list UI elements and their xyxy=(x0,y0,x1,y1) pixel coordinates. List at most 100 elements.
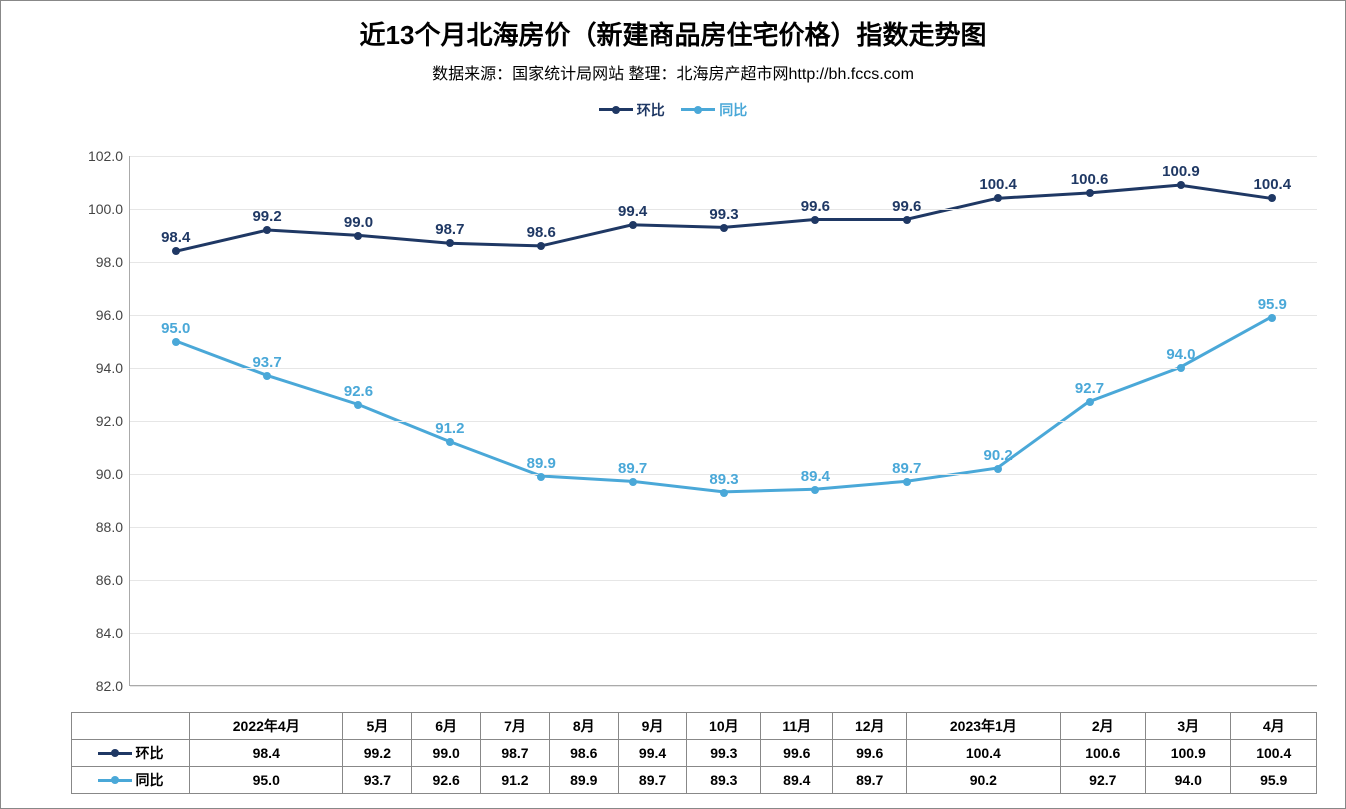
data-label: 98.7 xyxy=(435,221,464,238)
gridline xyxy=(130,527,1317,528)
data-marker xyxy=(537,473,545,481)
data-marker xyxy=(263,372,271,380)
data-marker xyxy=(354,232,362,240)
table-value-cell: 100.4 xyxy=(1231,740,1317,767)
table-series-head: 环比 xyxy=(72,740,190,767)
chart-area: 82.084.086.088.090.092.094.096.098.0100.… xyxy=(71,156,1317,686)
table-category-cell: 9月 xyxy=(618,713,687,740)
data-marker xyxy=(994,194,1002,202)
table-value-cell: 91.2 xyxy=(481,767,550,794)
data-marker xyxy=(811,486,819,494)
table-value-cell: 89.4 xyxy=(761,767,833,794)
table-value-cell: 99.6 xyxy=(761,740,833,767)
gridline xyxy=(130,262,1317,263)
data-label: 89.9 xyxy=(527,455,556,472)
y-tick-label: 96.0 xyxy=(71,307,123,323)
data-marker xyxy=(1177,181,1185,189)
table-value-cell: 98.7 xyxy=(481,740,550,767)
data-label: 100.9 xyxy=(1162,163,1200,180)
table-value-cell: 99.6 xyxy=(833,740,907,767)
data-marker xyxy=(1086,189,1094,197)
chart-title: 近13个月北海房价（新建商品房住宅价格）指数走势图 xyxy=(1,1,1345,52)
y-tick-label: 100.0 xyxy=(71,201,123,217)
data-marker xyxy=(446,239,454,247)
table-header-row: 2022年4月5月6月7月8月9月10月11月12月2023年1月2月3月4月 xyxy=(72,713,1317,740)
data-table: 2022年4月5月6月7月8月9月10月11月12月2023年1月2月3月4月 … xyxy=(71,712,1317,794)
table-value-cell: 95.9 xyxy=(1231,767,1317,794)
y-tick-label: 86.0 xyxy=(71,572,123,588)
table-category-cell: 7月 xyxy=(481,713,550,740)
data-label: 99.6 xyxy=(801,198,830,215)
table-value-cell: 98.6 xyxy=(549,740,618,767)
gridline xyxy=(130,633,1317,634)
chart-subtitle: 数据来源：国家统计局网站 整理：北海房产超市网http://bh.fccs.co… xyxy=(1,60,1345,84)
gridline xyxy=(130,580,1317,581)
table-category-cell: 11月 xyxy=(761,713,833,740)
table-category-cell: 5月 xyxy=(343,713,412,740)
table-value-cell: 89.3 xyxy=(687,767,761,794)
legend: 环比 同比 xyxy=(1,98,1345,120)
chart-container: 近13个月北海房价（新建商品房住宅价格）指数走势图 数据来源：国家统计局网站 整… xyxy=(0,0,1346,809)
legend-label: 同比 xyxy=(719,100,747,120)
data-label: 89.7 xyxy=(892,460,921,477)
data-label: 89.7 xyxy=(618,460,647,477)
data-label: 99.2 xyxy=(252,208,281,225)
data-label: 100.6 xyxy=(1071,171,1109,188)
table-category-cell: 8月 xyxy=(549,713,618,740)
legend-line-icon xyxy=(681,108,715,111)
data-label: 91.2 xyxy=(435,420,464,437)
data-marker xyxy=(537,242,545,250)
data-marker xyxy=(446,438,454,446)
y-tick-label: 94.0 xyxy=(71,360,123,376)
data-label: 94.0 xyxy=(1166,346,1195,363)
series-line-icon xyxy=(98,779,132,782)
table-value-cell: 95.0 xyxy=(190,767,343,794)
table-corner-cell xyxy=(72,713,190,740)
data-marker xyxy=(994,465,1002,473)
legend-line-icon xyxy=(599,108,633,111)
data-label: 99.0 xyxy=(344,214,373,231)
data-label: 100.4 xyxy=(979,176,1017,193)
table-value-cell: 100.9 xyxy=(1146,740,1231,767)
data-marker xyxy=(172,338,180,346)
data-label: 100.4 xyxy=(1254,176,1292,193)
y-tick-label: 98.0 xyxy=(71,254,123,270)
gridline xyxy=(130,156,1317,157)
gridline xyxy=(130,315,1317,316)
table-value-cell: 92.7 xyxy=(1060,767,1145,794)
y-tick-label: 82.0 xyxy=(71,678,123,694)
data-label: 98.4 xyxy=(161,229,190,246)
table-value-cell: 89.9 xyxy=(549,767,618,794)
data-label: 89.4 xyxy=(801,468,830,485)
table-category-cell: 12月 xyxy=(833,713,907,740)
table-value-cell: 99.3 xyxy=(687,740,761,767)
table-value-cell: 92.6 xyxy=(412,767,481,794)
data-label: 93.7 xyxy=(252,354,281,371)
y-tick-label: 88.0 xyxy=(71,519,123,535)
table-value-cell: 99.4 xyxy=(618,740,687,767)
data-label: 99.3 xyxy=(709,206,738,223)
table-category-cell: 2月 xyxy=(1060,713,1145,740)
series-name: 环比 xyxy=(136,743,164,763)
table-value-cell: 89.7 xyxy=(833,767,907,794)
series-line xyxy=(176,317,1271,492)
table-category-cell: 2023年1月 xyxy=(907,713,1060,740)
data-marker xyxy=(720,489,728,497)
data-marker xyxy=(172,247,180,255)
data-marker xyxy=(903,216,911,224)
table-category-cell: 6月 xyxy=(412,713,481,740)
gridline xyxy=(130,421,1317,422)
data-marker xyxy=(354,401,362,409)
table-series-head: 同比 xyxy=(72,767,190,794)
series-name: 同比 xyxy=(136,770,164,790)
y-tick-label: 102.0 xyxy=(71,148,123,164)
legend-item-series1: 环比 xyxy=(599,100,665,120)
data-marker xyxy=(1086,398,1094,406)
data-label: 92.7 xyxy=(1075,380,1104,397)
gridline xyxy=(130,686,1317,687)
table-value-cell: 100.6 xyxy=(1060,740,1145,767)
data-label: 99.4 xyxy=(618,203,647,220)
data-label: 92.6 xyxy=(344,383,373,400)
series-line-icon xyxy=(98,752,132,755)
data-label: 95.0 xyxy=(161,320,190,337)
